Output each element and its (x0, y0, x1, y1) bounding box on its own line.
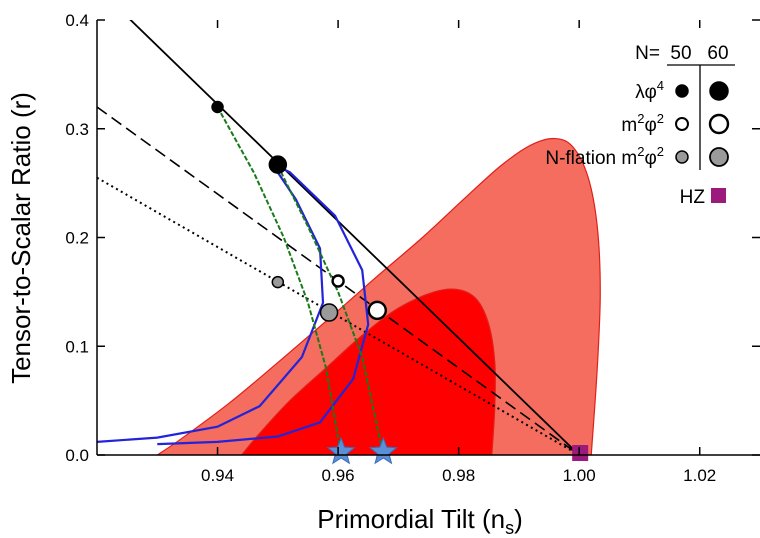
line-green-60 (276, 165, 385, 455)
y-axis-ticks: 0.0 0.1 0.2 0.3 0.4 (65, 11, 760, 465)
legend-hz-label: HZ (680, 187, 706, 208)
legend-row-lambda-phi4: λφ4 (635, 78, 664, 103)
y-tick-label: 0.4 (65, 11, 89, 30)
x-tick-label: 0.96 (322, 466, 355, 485)
legend-nflation-50-marker (675, 150, 689, 164)
legend-header-label: N= (635, 43, 660, 64)
point-5 (319, 303, 339, 322)
point-1 (268, 155, 288, 174)
legend-header-60: 60 (707, 43, 728, 64)
y-tick-label: 0.3 (65, 120, 89, 139)
hz-marker (572, 445, 589, 461)
star-marker-0 (326, 436, 356, 465)
confidence-regions (156, 137, 601, 455)
x-tick-label: 0.98 (442, 466, 475, 485)
y-axis-label: Tensor-to-Scalar Ratio (r) (6, 92, 36, 384)
point-0 (211, 100, 224, 114)
point-4 (271, 275, 285, 289)
y-tick-label: 0.1 (65, 337, 89, 356)
star-marker-1 (368, 436, 398, 465)
legend-lambda-50-marker (675, 84, 689, 98)
line-green-50 (216, 106, 343, 455)
y-tick-label: 0.2 (65, 229, 89, 248)
point-3 (367, 300, 387, 321)
x-tick-label: 1.00 (563, 466, 596, 485)
point-2 (331, 274, 345, 288)
legend-nflation-60-marker (709, 147, 729, 167)
legend-m2phi2-50-marker (675, 117, 689, 131)
x-axis-label: Primordial Tilt (ns) (317, 504, 523, 538)
x-tick-label: 0.94 (201, 466, 234, 485)
legend-m2phi2-60-marker (708, 113, 730, 135)
model-points (211, 100, 589, 465)
region-inner (240, 288, 496, 455)
line-dotted (97, 176, 580, 455)
y-tick-label: 0.0 (65, 446, 89, 465)
line-blue-50 (97, 162, 325, 443)
legend-hz-marker (711, 188, 726, 203)
legend-row-nflation: N-flation m2φ2 (545, 144, 664, 169)
x-tick-label: 1.02 (683, 466, 716, 485)
legend-row-m2phi2: m2φ2 (621, 111, 664, 136)
x-axis-ticks: 0.94 0.96 0.98 1.00 1.02 (201, 20, 716, 485)
legend-header-50: 50 (670, 43, 691, 64)
legend-lambda-60-marker (709, 81, 729, 101)
legend: N= 50 60 λφ4 m2φ2 N-flation m2φ2 HZ (545, 43, 735, 208)
